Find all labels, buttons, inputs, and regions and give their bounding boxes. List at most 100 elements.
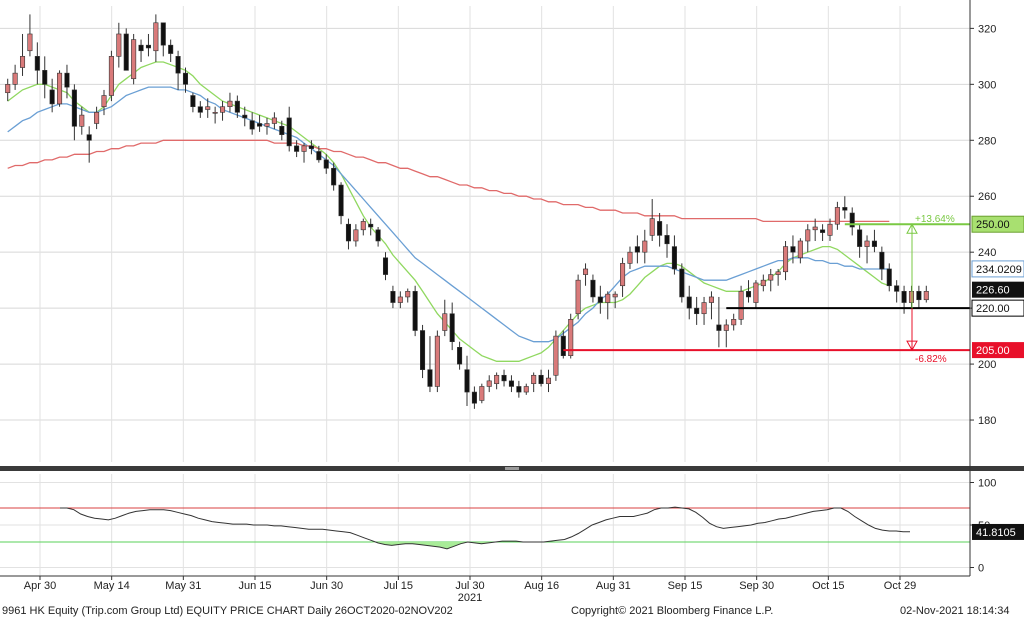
candle-up — [523, 386, 529, 393]
candle-up — [864, 240, 870, 247]
annotation-label: -6.82% — [915, 354, 947, 365]
candle-up — [397, 296, 403, 303]
candle-down — [501, 374, 507, 382]
x-tick-label: Oct 29 — [884, 580, 916, 592]
candle-down — [42, 70, 48, 85]
candle-down — [138, 44, 144, 52]
candle-down — [916, 291, 922, 301]
annotation-label: +13.64% — [915, 214, 955, 225]
level-tag-text: 220.00 — [976, 303, 1010, 315]
candle-up — [753, 282, 759, 303]
candle-down — [657, 221, 663, 236]
candle-up — [760, 279, 766, 287]
candle-down — [190, 95, 196, 108]
candle-down — [338, 184, 344, 217]
candle-down — [286, 117, 292, 147]
annotation-arrow-head — [906, 340, 918, 352]
candle-up — [5, 84, 11, 94]
candle-up — [775, 271, 781, 275]
last-price-tag-text: 226.60 — [976, 285, 1010, 297]
candle-down — [886, 268, 892, 287]
price-chart: +13.64%-6.82%180200220240260280300320050… — [0, 0, 1024, 601]
ma-line-ma_mid — [7, 86, 890, 343]
axis-labels: +13.64%-6.82%180200220240260280300320050… — [24, 23, 1024, 601]
candle-up — [827, 223, 833, 236]
candle-down — [879, 251, 885, 270]
candle-up — [805, 229, 811, 242]
candle-up — [553, 335, 559, 376]
candle-up — [575, 279, 581, 315]
candle-up — [19, 56, 26, 68]
candle-up — [738, 291, 744, 320]
candle-down — [412, 291, 418, 331]
candle-up — [271, 117, 277, 124]
x-tick-label: Jul 30 — [455, 580, 484, 592]
candle-down — [716, 324, 722, 331]
candle-down — [464, 369, 470, 393]
rsi-y-tick-label: 100 — [978, 478, 996, 490]
candle-down — [316, 151, 322, 161]
x-tick-label: Jun 30 — [310, 580, 343, 592]
axes — [0, 0, 1024, 580]
candle-up — [545, 377, 552, 384]
candle-down — [331, 167, 337, 186]
candle-down — [368, 223, 374, 228]
annotation-arrow-head — [906, 223, 918, 234]
candle-up — [434, 335, 440, 387]
candle-down — [790, 246, 796, 253]
ma-price-tag-text: 234.0209 — [976, 264, 1022, 276]
x-tick-label: May 14 — [94, 580, 130, 592]
candle-up — [701, 302, 707, 315]
candle-up — [731, 319, 737, 326]
candle-up — [834, 207, 840, 225]
candle-down — [894, 285, 900, 292]
x-tick-label: Apr 30 — [24, 580, 56, 592]
candle-down — [123, 33, 129, 71]
footer-timestamp: 02-Nov-2021 18:14:34 — [900, 605, 1010, 617]
candle-up — [531, 374, 537, 384]
candle-down — [345, 223, 351, 242]
candle-down — [168, 44, 174, 54]
candle-down — [560, 335, 566, 356]
candle-up — [642, 240, 648, 253]
candle-up — [101, 95, 107, 108]
candle-up — [486, 380, 492, 387]
ma-line-ma_short — [7, 61, 890, 362]
candle-up — [583, 268, 589, 275]
candle-down — [516, 386, 522, 393]
candle-up — [108, 56, 114, 96]
candle-up — [212, 112, 218, 114]
x-tick-label: Aug 31 — [596, 580, 631, 592]
candle-up — [908, 291, 915, 303]
candle-down — [694, 307, 700, 315]
panel-resize-handle-icon[interactable] — [505, 467, 519, 470]
footer-copyright: Copyright© 2021 Bloomberg Finance L.P. — [571, 605, 774, 617]
rsi-y-tick-label: 0 — [978, 563, 984, 575]
candle-down — [86, 134, 92, 141]
x-tick-label: May 31 — [165, 580, 201, 592]
level-tag-box — [971, 299, 1024, 317]
candle-down — [64, 72, 70, 88]
candle-up — [923, 291, 929, 301]
x-tick-label: Oct 15 — [812, 580, 844, 592]
x-year-label: 2021 — [458, 592, 482, 601]
footer-security-description: 9961 HK Equity (Trip.com Group Ltd) EQUI… — [2, 605, 453, 617]
candle-up — [227, 100, 233, 108]
candle-down — [234, 100, 240, 113]
candle-up — [205, 106, 211, 110]
candle-down — [820, 229, 826, 233]
candle-up — [708, 296, 714, 303]
candle-down — [420, 330, 426, 370]
candle-up — [57, 72, 63, 105]
candle-down — [390, 291, 396, 303]
candle-up — [649, 218, 655, 236]
rsi-last-tag-box — [972, 523, 1024, 540]
candle-down — [160, 22, 166, 46]
candle-up — [27, 33, 33, 52]
y-tick-label: 200 — [978, 359, 996, 371]
candle-down — [849, 212, 855, 228]
candle-up — [264, 123, 270, 127]
candle-up — [353, 229, 359, 242]
candle-down — [197, 106, 203, 113]
candle-down — [664, 235, 670, 245]
